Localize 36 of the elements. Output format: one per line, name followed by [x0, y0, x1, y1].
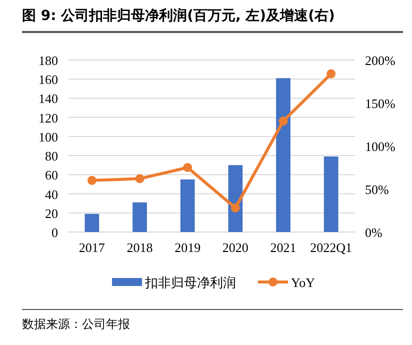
point	[230, 203, 240, 212]
y-tick-label: 160	[38, 72, 58, 88]
bar	[132, 202, 147, 232]
legend-label: YoY	[291, 275, 316, 290]
bar	[276, 78, 290, 232]
x-tick-label: 2018	[126, 240, 153, 255]
y2-tick-label: 50%	[365, 182, 389, 197]
bar	[324, 156, 338, 232]
chart-title: 图 9: 公司扣非归母净利润(百万元, 左)及增速(右)	[22, 7, 335, 24]
x-tick-label: 2022Q1	[310, 240, 352, 255]
x-tick-label: 2017	[78, 240, 106, 255]
legend-label: 扣非归母净利润	[144, 275, 236, 290]
y-tick-label: 80	[45, 148, 58, 164]
point	[278, 116, 288, 126]
y2-tick-label: 0%	[365, 225, 382, 240]
source-note: 数据来源：公司年报	[22, 317, 130, 331]
y-tick-label: 40	[45, 186, 58, 202]
point	[326, 69, 336, 78]
y2-tick-label: 200%	[365, 53, 396, 68]
y-tick-label: 100	[38, 129, 58, 144]
y-tick-label: 180	[38, 53, 58, 68]
x-tick-label: 2019	[174, 240, 201, 255]
bar	[180, 179, 195, 232]
y-tick-label: 20	[45, 206, 58, 221]
y2-tick-label: 100%	[365, 139, 396, 154]
point	[183, 163, 192, 172]
y2-tick-label: 150%	[365, 96, 396, 111]
y-tick-label: 120	[38, 110, 58, 126]
bar	[84, 214, 100, 232]
point	[135, 174, 144, 184]
point	[87, 176, 96, 185]
y-tick-label: 0	[52, 225, 58, 240]
x-tick-label: 2021	[270, 240, 296, 255]
y-tick-label: 140	[38, 91, 58, 106]
y-tick-label: 60	[45, 168, 58, 183]
x-tick-label: 2020	[222, 240, 248, 255]
